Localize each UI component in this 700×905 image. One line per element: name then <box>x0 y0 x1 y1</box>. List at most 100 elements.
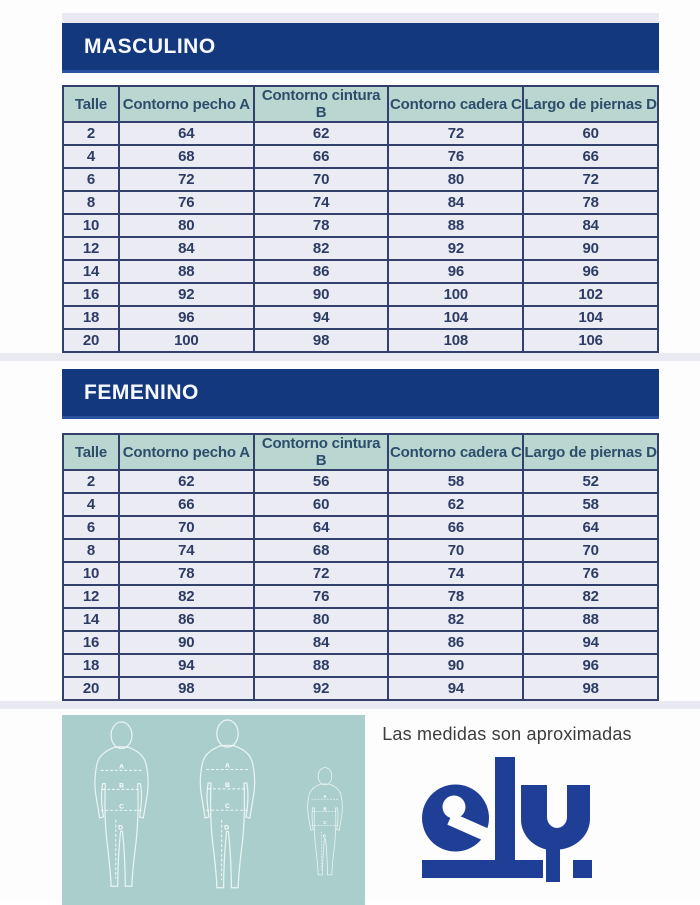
table-row: 2 64 62 72 60 <box>62 121 659 146</box>
measurement-label: B <box>225 782 230 789</box>
size-cell: 102 <box>522 282 659 307</box>
size-cell: 92 <box>252 676 390 701</box>
table-row: 14 86 80 82 88 <box>62 607 659 632</box>
table-row: 6 70 64 66 64 <box>62 515 659 540</box>
measurement-label: A <box>323 794 327 799</box>
table-row: 18 94 88 90 96 <box>62 653 659 678</box>
size-cell: 56 <box>252 469 390 494</box>
size-cell: 8 <box>62 190 120 215</box>
divider-strip-top <box>62 13 659 23</box>
column-header: Largo de piernas D <box>522 433 659 471</box>
size-cell: 106 <box>522 328 659 353</box>
table-row: 14 88 86 96 96 <box>62 259 659 284</box>
femenino-title: FEMENINO <box>84 380 199 404</box>
size-cell: 76 <box>387 144 525 169</box>
size-cell: 98 <box>522 676 659 701</box>
size-cell: 72 <box>117 167 255 192</box>
size-cell: 70 <box>117 515 255 540</box>
table-row: 12 82 76 78 82 <box>62 584 659 609</box>
column-header: Contorno pecho A <box>117 85 255 123</box>
size-cell: 16 <box>62 282 120 307</box>
column-header: Contorno cintura B <box>252 85 390 123</box>
size-cell: 78 <box>252 213 390 238</box>
size-cell: 86 <box>387 630 525 655</box>
size-cell: 72 <box>522 167 659 192</box>
size-cell: 60 <box>522 121 659 146</box>
column-header: Largo de piernas D <box>522 85 659 123</box>
measurement-label: C <box>225 803 230 810</box>
size-cell: 98 <box>252 328 390 353</box>
divider-strip-mid <box>0 353 700 361</box>
size-cell: 82 <box>387 607 525 632</box>
table-row: 2 62 56 58 52 <box>62 469 659 494</box>
size-cell: 74 <box>252 190 390 215</box>
table-row: 20 100 98 108 106 <box>62 328 659 353</box>
size-cell: 12 <box>62 584 120 609</box>
divider-strip-bottom <box>0 701 700 709</box>
table-row: 4 68 66 76 66 <box>62 144 659 169</box>
size-cell: 84 <box>387 190 525 215</box>
size-cell: 80 <box>252 607 390 632</box>
size-cell: 96 <box>522 653 659 678</box>
size-cell: 62 <box>387 492 525 517</box>
column-header: Contorno cadera C <box>387 433 525 471</box>
size-cell: 74 <box>387 561 525 586</box>
footer-right: Las medidas son aproximadas <box>365 715 659 905</box>
section-masculino: MASCULINO Talle Contorno pecho A Contorno … <box>62 23 659 353</box>
size-cell: 94 <box>522 630 659 655</box>
masculino-banner: MASCULINO <box>62 23 659 73</box>
size-cell: 100 <box>117 328 255 353</box>
size-cell: 88 <box>387 213 525 238</box>
size-cell: 78 <box>117 561 255 586</box>
measurement-label: A <box>119 764 124 771</box>
size-cell: 62 <box>252 121 390 146</box>
size-cell: 6 <box>62 515 120 540</box>
size-cell: 6 <box>62 167 120 192</box>
size-cell: 90 <box>387 653 525 678</box>
size-cell: 66 <box>387 515 525 540</box>
size-cell: 12 <box>62 236 120 261</box>
size-cell: 64 <box>117 121 255 146</box>
measurement-figures-illustration: A B C D A B C D A B C D <box>94 719 343 889</box>
size-cell: 64 <box>522 515 659 540</box>
measurement-label: C <box>323 820 326 825</box>
size-cell: 90 <box>522 236 659 261</box>
size-cell: 76 <box>522 561 659 586</box>
table-row: 18 96 94 104 104 <box>62 305 659 330</box>
size-cell: 70 <box>387 538 525 563</box>
table-row: 10 80 78 88 84 <box>62 213 659 238</box>
footer: A B C D A B C D A B C D Las medidas son aproximad… <box>62 715 659 905</box>
size-cell: 68 <box>117 144 255 169</box>
column-header: Talle <box>62 433 120 471</box>
disclaimer-text: Las medidas son aproximadas <box>382 724 632 744</box>
section-femenino: FEMENINO Talle Contorno pecho A Contorno c… <box>62 369 659 701</box>
size-cell: 88 <box>252 653 390 678</box>
column-header: Contorno cadera C <box>387 85 525 123</box>
table-row: 16 92 90 100 102 <box>62 282 659 307</box>
figure-adult-male: A B C D <box>199 719 256 889</box>
measurement-label: B <box>323 806 326 811</box>
size-cell: 62 <box>117 469 255 494</box>
size-cell: 92 <box>387 236 525 261</box>
size-cell: 16 <box>62 630 120 655</box>
size-cell: 4 <box>62 144 120 169</box>
size-cell: 14 <box>62 607 120 632</box>
size-cell: 96 <box>522 259 659 284</box>
size-cell: 98 <box>117 676 255 701</box>
size-cell: 14 <box>62 259 120 284</box>
table-row: 12 84 82 92 90 <box>62 236 659 261</box>
size-cell: 4 <box>62 492 120 517</box>
size-cell: 78 <box>387 584 525 609</box>
size-cell: 70 <box>522 538 659 563</box>
size-cell: 58 <box>387 469 525 494</box>
measurement-label: C <box>119 803 124 810</box>
size-cell: 88 <box>117 259 255 284</box>
size-cell: 104 <box>522 305 659 330</box>
size-cell: 2 <box>62 121 120 146</box>
size-cell: 66 <box>522 144 659 169</box>
size-cell: 68 <box>252 538 390 563</box>
measurement-label: A <box>225 763 230 770</box>
